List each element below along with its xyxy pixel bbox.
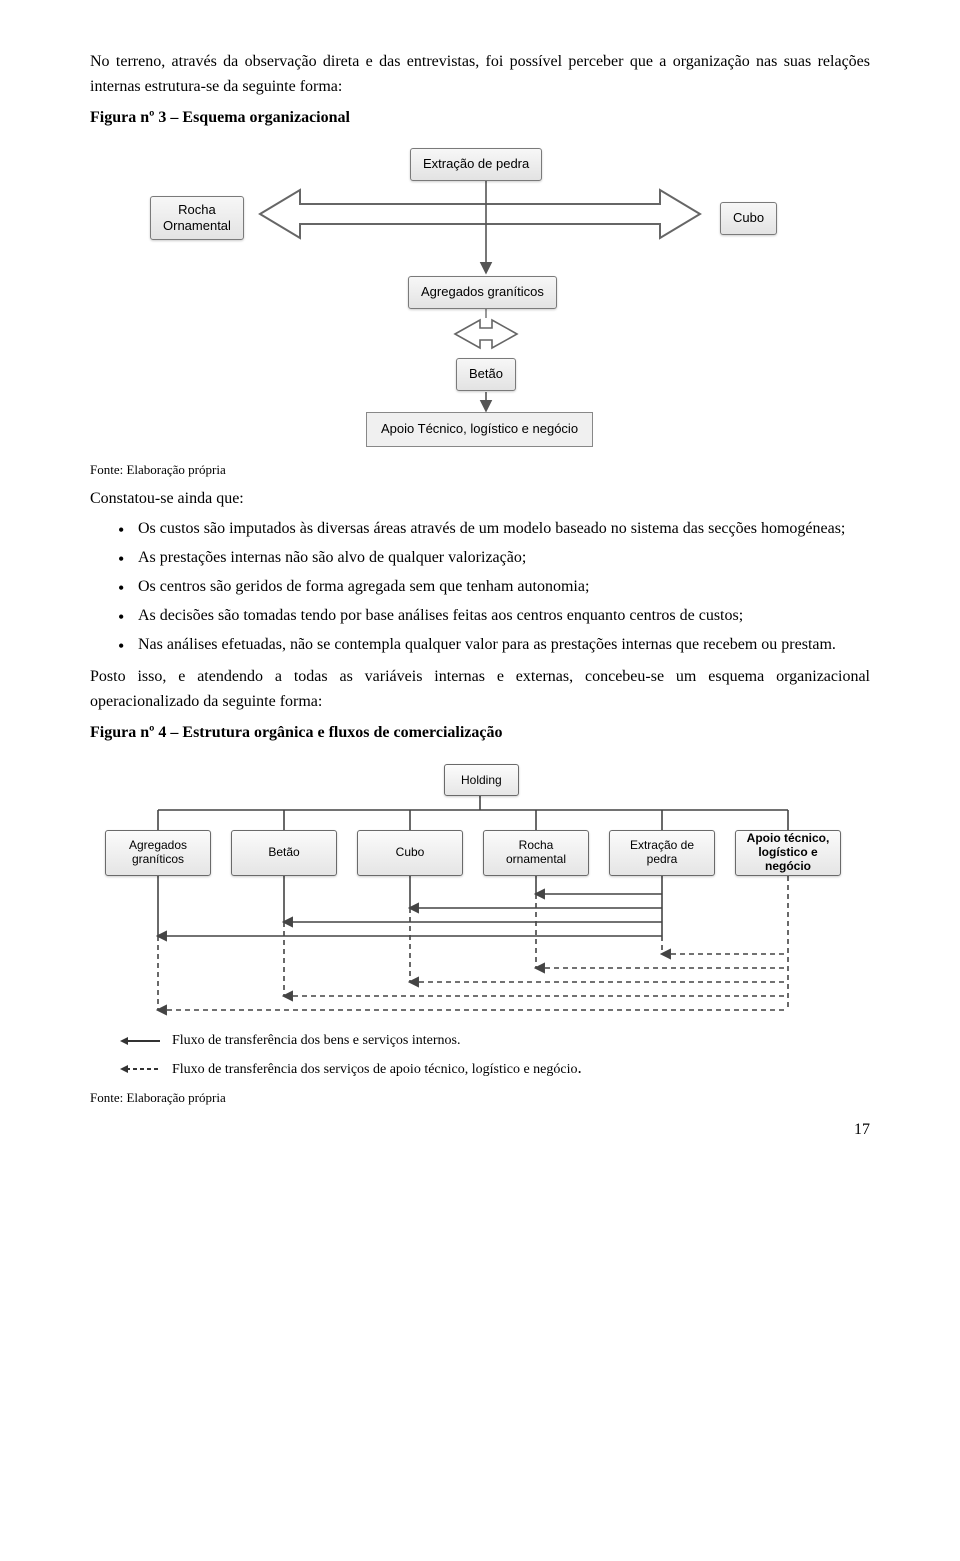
list-item: As decisões são tomadas tendo por base a… — [118, 604, 870, 629]
list-item: Os centros são geridos de forma agregada… — [118, 575, 870, 600]
node-rocha-line2: Ornamental — [163, 218, 231, 233]
node-extracao: Extração de pedra — [410, 148, 542, 180]
fig4-box: Extração de pedra — [609, 830, 715, 876]
list-item: Nas análises efetuadas, não se contempla… — [118, 633, 870, 658]
legend-solid-arrow-icon — [120, 1035, 164, 1047]
figure-3-diagram: Extração de pedra Rocha Ornamental Cubo … — [120, 144, 840, 454]
fig4-box: Rocha ornamental — [483, 830, 589, 876]
bullet-list-1: Os custos são imputados às diversas área… — [118, 517, 870, 657]
node-betao: Betão — [456, 358, 516, 390]
figure-4-lines — [100, 760, 860, 1020]
fig4-box: Agregados graníticos — [105, 830, 211, 876]
fig4-box: Apoio técnico, logístico e negócio — [735, 830, 841, 876]
figure-4-source: Fonte: Elaboração própria — [90, 1088, 870, 1108]
list-item: As prestações internas não são alvo de q… — [118, 546, 870, 571]
node-rocha: Rocha Ornamental — [150, 196, 244, 239]
constatou-line: Constatou-se ainda que: — [90, 487, 870, 512]
page-number: 17 — [90, 1118, 870, 1143]
legend-dashed-dot: . — [578, 1058, 582, 1077]
fig4-box: Cubo — [357, 830, 463, 876]
list-item: Os custos são imputados às diversas área… — [118, 517, 870, 542]
legend-solid-text: Fluxo de transferência dos bens e serviç… — [172, 1030, 460, 1052]
figure-3-title: Figura nº 3 – Esquema organizacional — [90, 106, 870, 131]
node-cubo: Cubo — [720, 202, 777, 234]
figure-3-source: Fonte: Elaboração própria — [90, 460, 870, 480]
intro-paragraph: No terreno, através da observação direta… — [90, 50, 870, 100]
legend-dashed-arrow-icon — [120, 1063, 164, 1075]
node-agregados: Agregados graníticos — [408, 276, 557, 308]
legend-dashed-pre: Fluxo de transferência dos serviços de a… — [172, 1062, 578, 1077]
node-rocha-line1: Rocha — [178, 202, 216, 217]
legend: Fluxo de transferência dos bens e serviç… — [120, 1030, 870, 1082]
legend-row-dashed: Fluxo de transferência dos serviços de a… — [120, 1055, 870, 1081]
fig4-box: Betão — [231, 830, 337, 876]
node-holding: Holding — [444, 764, 519, 797]
legend-dashed-text: Fluxo de transferência dos serviços de a… — [172, 1055, 582, 1081]
figure-4-diagram: Holding Agregados graníticos Betão Cubo … — [100, 760, 860, 1020]
legend-row-solid: Fluxo de transferência dos bens e serviç… — [120, 1030, 870, 1052]
node-apoio: Apoio Técnico, logístico e negócio — [366, 412, 593, 446]
figure-4-title: Figura nº 4 – Estrutura orgânica e fluxo… — [90, 721, 870, 746]
posto-paragraph: Posto isso, e atendendo a todas as variá… — [90, 665, 870, 715]
